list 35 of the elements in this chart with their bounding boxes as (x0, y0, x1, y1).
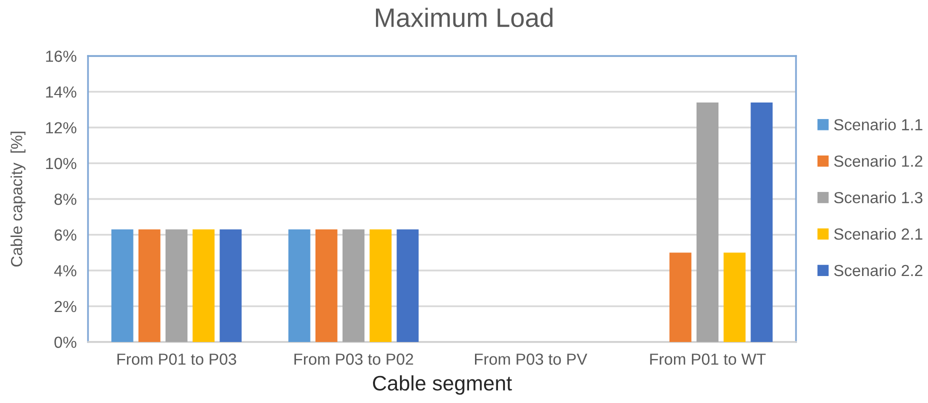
y-tick-label: 16% (46, 50, 76, 62)
bar (370, 229, 392, 342)
y-tick-label: 12% (46, 122, 76, 134)
y-tick-label: 6% (54, 229, 76, 241)
bar (669, 252, 692, 342)
y-tick-label: 14% (46, 86, 76, 98)
y-tick-label: 2% (54, 300, 76, 312)
bar (750, 102, 773, 342)
legend-label: Scenario 1.2 (834, 155, 922, 167)
bar (724, 252, 746, 342)
y-tick-label: 4% (54, 265, 76, 276)
legend-label: Scenario 2.2 (834, 264, 922, 276)
x-tick-label: From P01 to P03 (117, 354, 236, 365)
y-axis-title: Cable capacity [%] (10, 132, 26, 267)
legend-label: Scenario 1.3 (834, 192, 922, 204)
y-tick-label: 10% (46, 158, 76, 170)
x-tick-label: From P01 to WT (650, 354, 766, 365)
legend-label: Scenario 2.1 (834, 228, 922, 240)
bar (138, 229, 160, 342)
bar (288, 229, 310, 342)
y-tick-label: 8% (54, 194, 76, 205)
x-tick-label: From P03 to PV (475, 354, 588, 365)
bar (396, 229, 419, 342)
bar (220, 229, 242, 342)
bar (192, 229, 215, 342)
x-axis-title: Cable segment (373, 375, 512, 395)
legend-label: Scenario 1.1 (834, 118, 922, 130)
bar (315, 229, 338, 342)
bar (696, 102, 718, 342)
bar (166, 229, 188, 342)
bar (111, 229, 134, 342)
y-tick-label: 0% (54, 336, 76, 348)
bar (342, 229, 364, 342)
x-tick-label: From P03 to P02 (294, 354, 414, 365)
chart-title: Maximum Load (376, 8, 552, 28)
